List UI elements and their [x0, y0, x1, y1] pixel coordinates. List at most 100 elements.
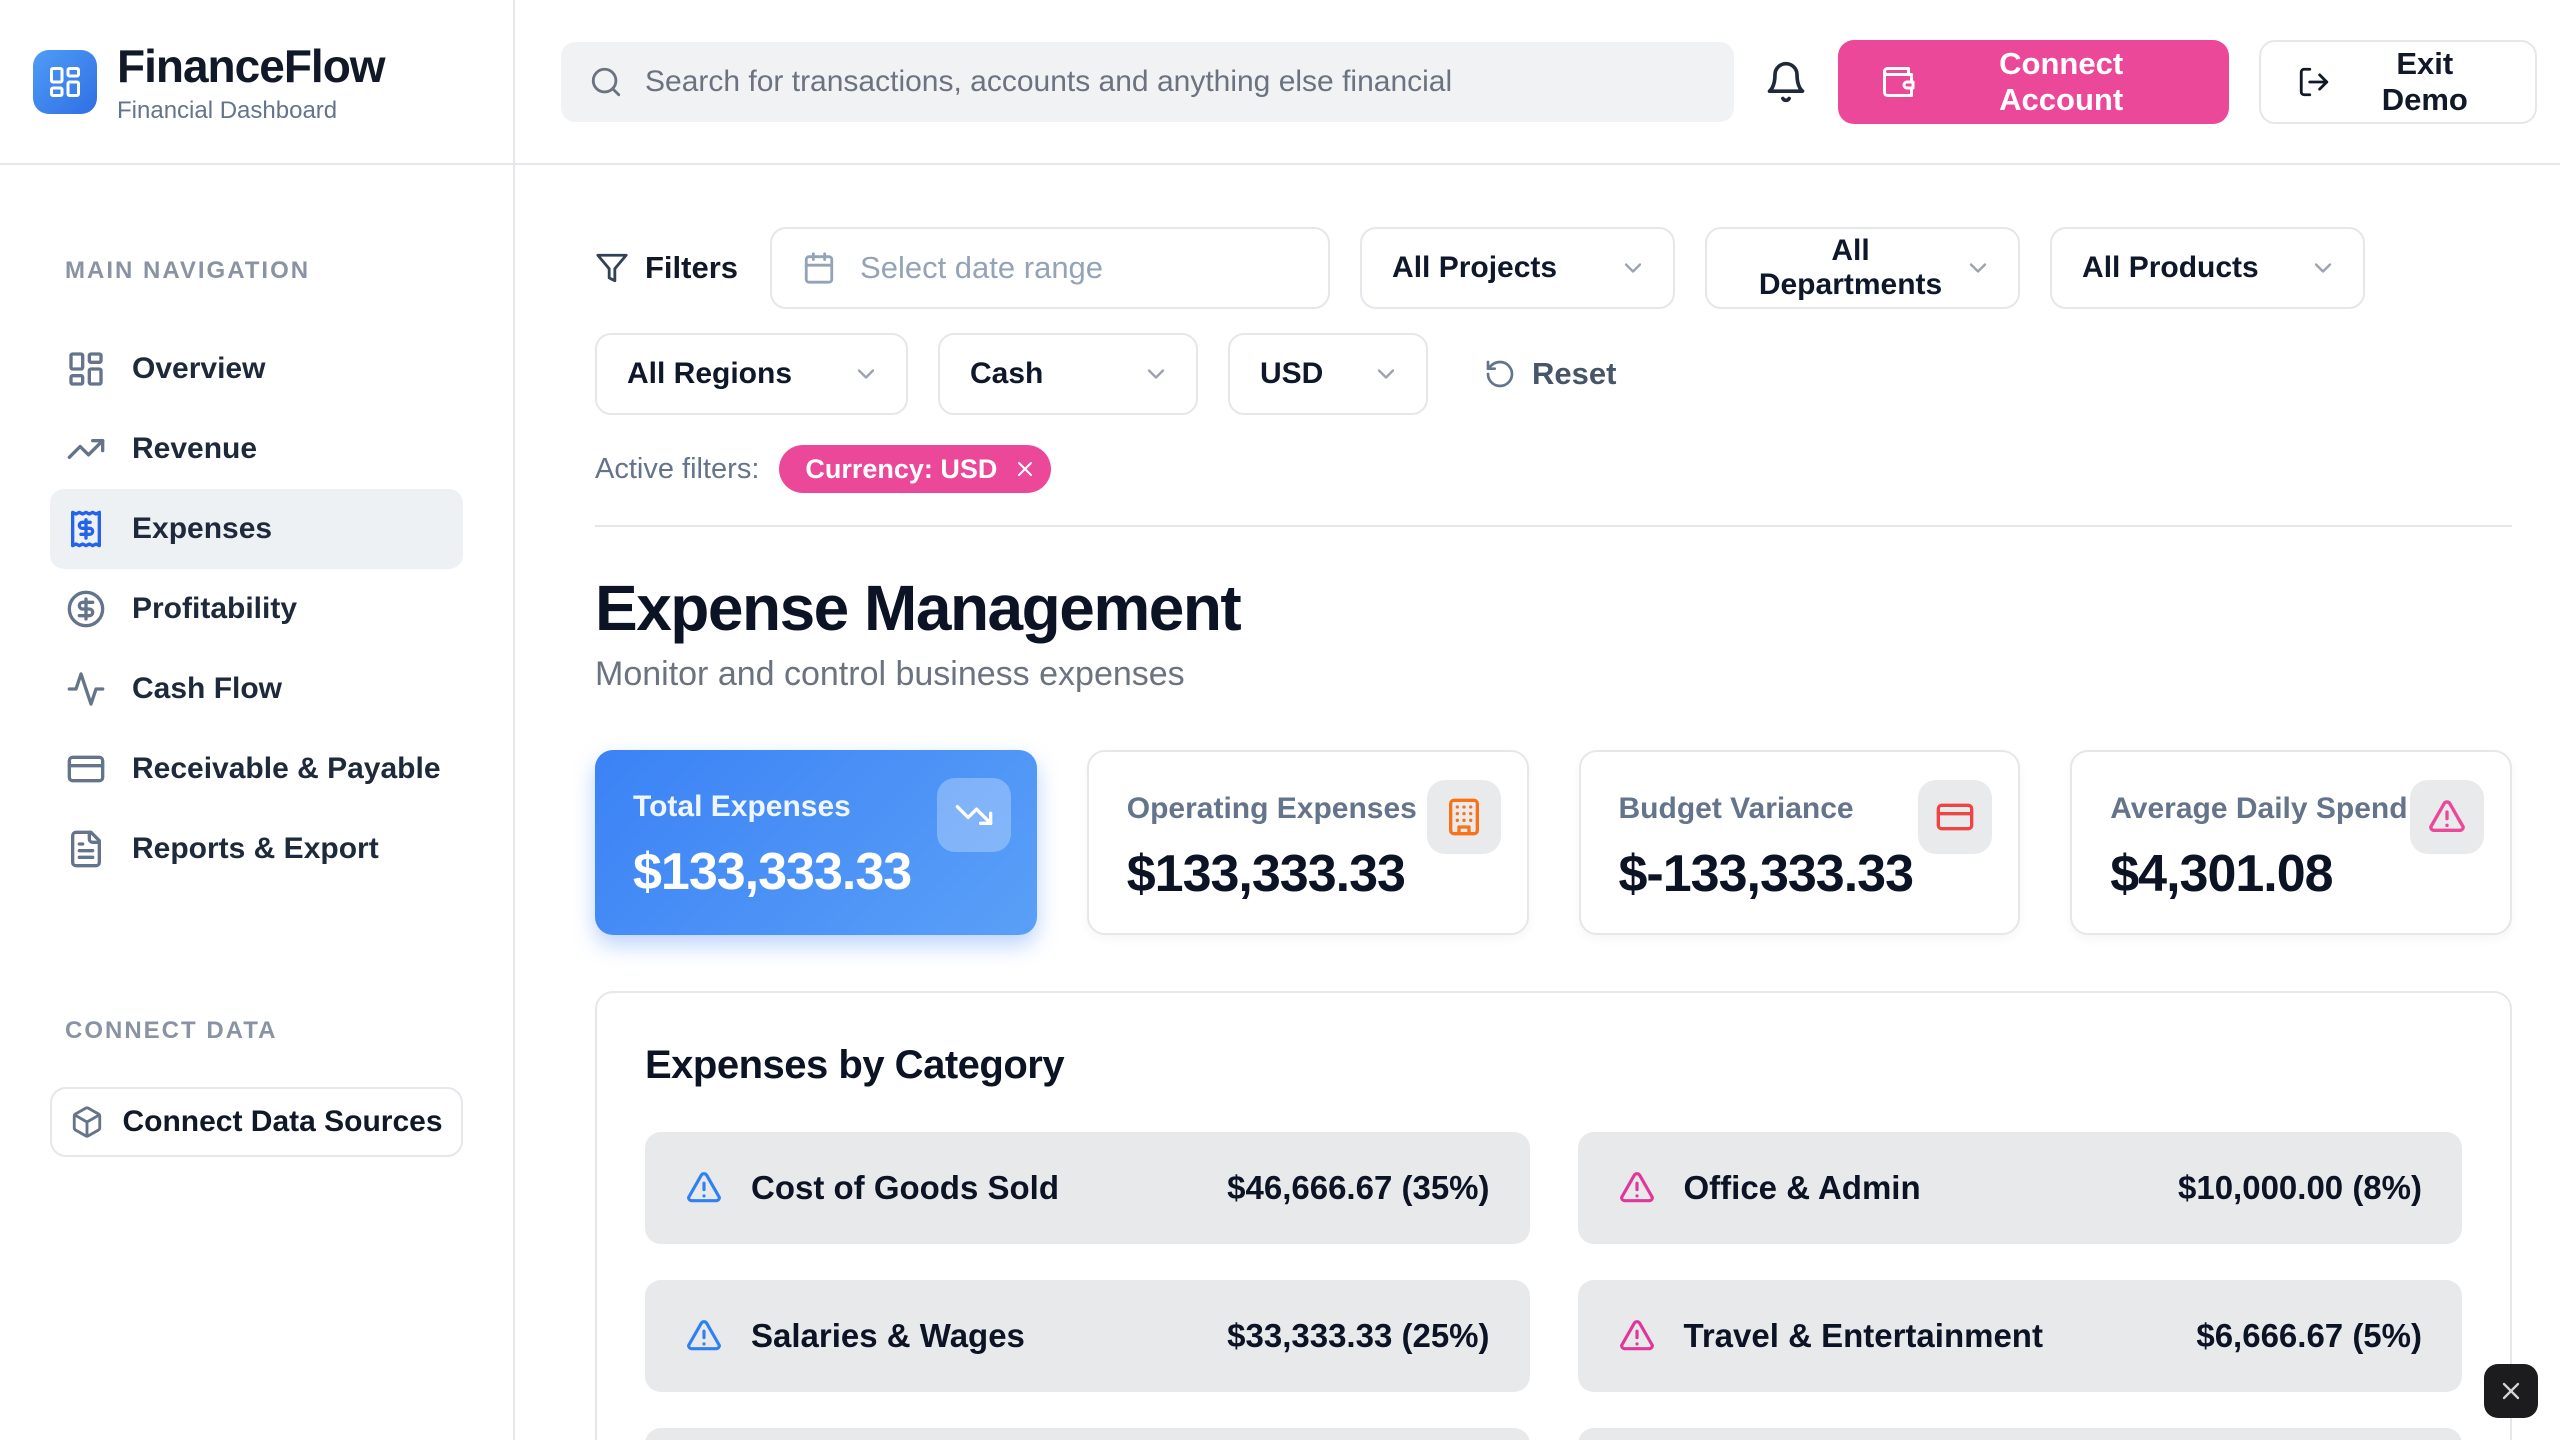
stat-label: Operating Expenses	[1126, 792, 1417, 825]
stat-cards-row: Total Expenses $133,333.33 Operating Expen…	[595, 750, 2512, 935]
filter-select-value: All Projects	[1392, 251, 1558, 284]
chip-label: Currency: USD	[805, 453, 998, 484]
filter-select-all-products[interactable]: All Products	[2050, 227, 2366, 309]
layout-dashboard-icon	[69, 352, 103, 386]
page-subtitle: Monitor and control business expenses	[595, 655, 1185, 693]
filter-select-value: All Departments	[1758, 234, 1943, 301]
sidebar-item-label: Reports & Export	[132, 832, 379, 865]
alert-triangle-icon	[686, 1320, 721, 1351]
app-logo-icon	[33, 49, 97, 114]
sidebar-item-label: Profitability	[132, 592, 298, 625]
chevron-down-icon	[1624, 263, 1642, 273]
app-tagline: Financial Dashboard	[117, 96, 338, 124]
filter-select-value: USD	[1260, 357, 1324, 390]
reset-filters-button[interactable]: Reset	[1484, 356, 1616, 392]
sidebar-item-cash-flow[interactable]: Cash Flow	[50, 649, 463, 729]
calendar-icon	[804, 252, 834, 284]
active-filters-row: Active filters: Currency: USD	[595, 445, 2512, 493]
expenses-by-category-panel: Expenses by Category Cost of Goods Sold $…	[595, 991, 2512, 1440]
filters-row-1: Filters Select date range All Projects Al…	[595, 227, 2512, 309]
date-range-input[interactable]: Select date range	[770, 227, 1331, 309]
main-navigation: Overview Revenue Expenses Profitability Cash…	[50, 329, 463, 889]
chevron-down-icon	[1377, 369, 1395, 379]
sidebar-item-label: Cash Flow	[132, 672, 283, 705]
app-logo: FinanceFlow Financial Dashboard	[0, 0, 513, 165]
bell-icon	[1767, 61, 1805, 102]
top-bar: Connect Account Exit Demo	[515, 0, 2560, 165]
wallet-icon	[1882, 66, 1915, 97]
active-filter-chips: Currency: USD	[779, 445, 1052, 493]
stat-card-total-expenses: Total Expenses $133,333.33	[595, 750, 1037, 935]
app-logo-text: FinanceFlow Financial Dashboard	[117, 39, 386, 125]
category-label: Office & Admin	[1683, 1169, 1921, 1206]
sidebar-item-label: Receivable & Payable	[132, 752, 441, 785]
filter-dropdowns-row-1: All Projects All Departments All Products	[1360, 227, 2366, 309]
category-value: $46,666.67 (35%)	[1227, 1169, 1490, 1206]
chevron-down-icon	[1969, 263, 1987, 273]
chevron-down-icon	[2314, 263, 2332, 273]
x-icon	[2502, 1382, 2520, 1400]
alert-triangle-icon	[686, 1172, 721, 1203]
notifications-button[interactable]	[1764, 60, 1808, 104]
connect-button-label: Connect Data Sources	[122, 1105, 443, 1138]
stat-label: Total Expenses	[633, 790, 851, 823]
stat-icon-badge	[1918, 780, 1993, 854]
filter-select-all-projects[interactable]: All Projects	[1360, 227, 1676, 309]
category-row-salaries-wages: Salaries & Wages $33,333.33 (25%)	[645, 1280, 1530, 1392]
connect-data-sources-button[interactable]: Connect Data Sources	[50, 1087, 463, 1157]
x-icon	[1018, 462, 1033, 476]
reset-label: Reset	[1532, 356, 1617, 391]
sidebar-item-label: Overview	[132, 352, 266, 385]
sidebar-item-revenue[interactable]: Revenue	[50, 409, 463, 489]
search-icon	[591, 67, 621, 96]
chevron-down-icon	[1147, 369, 1165, 379]
receipt-icon	[71, 510, 102, 548]
trending-up-icon	[67, 439, 105, 459]
exit-demo-label: Exit Demo	[2381, 45, 2468, 117]
chevron-down-icon	[857, 369, 875, 379]
sidebar-item-expenses[interactable]: Expenses	[50, 489, 463, 569]
active-filter-chip-currency-usd[interactable]: Currency: USD	[779, 445, 1052, 493]
sidebar-item-overview[interactable]: Overview	[50, 329, 463, 409]
category-grid: Cost of Goods Sold $46,666.67 (35%) Office…	[645, 1132, 2462, 1440]
funnel-icon	[596, 253, 628, 283]
filter-select-all-departments[interactable]: All Departments	[1705, 227, 2021, 309]
sidebar: FinanceFlow Financial Dashboard MAIN NAV…	[0, 0, 515, 1440]
active-filters-label: Active filters:	[595, 452, 760, 485]
filters-row-2: All Regions Cash USD Reset	[595, 333, 2512, 415]
exit-demo-button[interactable]: Exit Demo	[2258, 39, 2537, 124]
sidebar-item-reports-export[interactable]: Reports & Export	[50, 809, 463, 889]
connect-account-button[interactable]: Connect Account	[1837, 39, 2229, 124]
page-content: Filters Select date range All Projects Al…	[515, 165, 2560, 1440]
page-title: Expense Management	[595, 572, 1242, 644]
stat-value: $133,333.33	[1126, 845, 1406, 903]
filter-select-value: All Regions	[627, 357, 793, 390]
category-value: $33,333.33 (25%)	[1227, 1317, 1490, 1354]
close-button[interactable]	[2484, 1364, 2538, 1418]
filter-select-all-regions[interactable]: All Regions	[595, 333, 908, 415]
sidebar-item-receivable-payable[interactable]: Receivable & Payable	[50, 729, 463, 809]
filter-select-cash[interactable]: Cash	[938, 333, 1198, 415]
package-icon	[73, 1106, 102, 1138]
sidebar-item-label: Revenue	[132, 432, 258, 465]
app-title: FinanceFlow	[117, 39, 386, 92]
nav-section-label: MAIN NAVIGATION	[65, 257, 311, 284]
credit-card-icon	[1936, 803, 1974, 831]
filter-select-usd[interactable]: USD	[1228, 333, 1428, 415]
filters-title: Filters	[645, 250, 739, 285]
filter-dropdowns-row-2: All Regions Cash USD	[595, 333, 1428, 415]
layout-dashboard-icon	[50, 66, 80, 97]
connect-section-label: CONNECT DATA	[65, 1017, 278, 1044]
stat-icon-badge	[1426, 780, 1501, 854]
filter-select-value: Cash	[970, 357, 1044, 390]
category-row-marketing: Marketing$20,000.00 (15%)	[645, 1428, 1530, 1440]
search-input-wrapper	[561, 41, 1734, 122]
category-value: $6,666.67 (5%)	[2196, 1317, 2422, 1354]
stat-icon-badge	[936, 778, 1011, 852]
category-row-travel-entertainment: Travel & Entertainment $6,666.67 (5%)	[1577, 1280, 2462, 1392]
sidebar-body: MAIN NAVIGATION Overview Revenue Expenses P…	[0, 165, 513, 1440]
sidebar-item-profitability[interactable]: Profitability	[50, 569, 463, 649]
category-label: Travel & Entertainment	[1683, 1317, 2043, 1354]
credit-card-icon	[67, 755, 105, 783]
search-input[interactable]	[645, 64, 1706, 99]
